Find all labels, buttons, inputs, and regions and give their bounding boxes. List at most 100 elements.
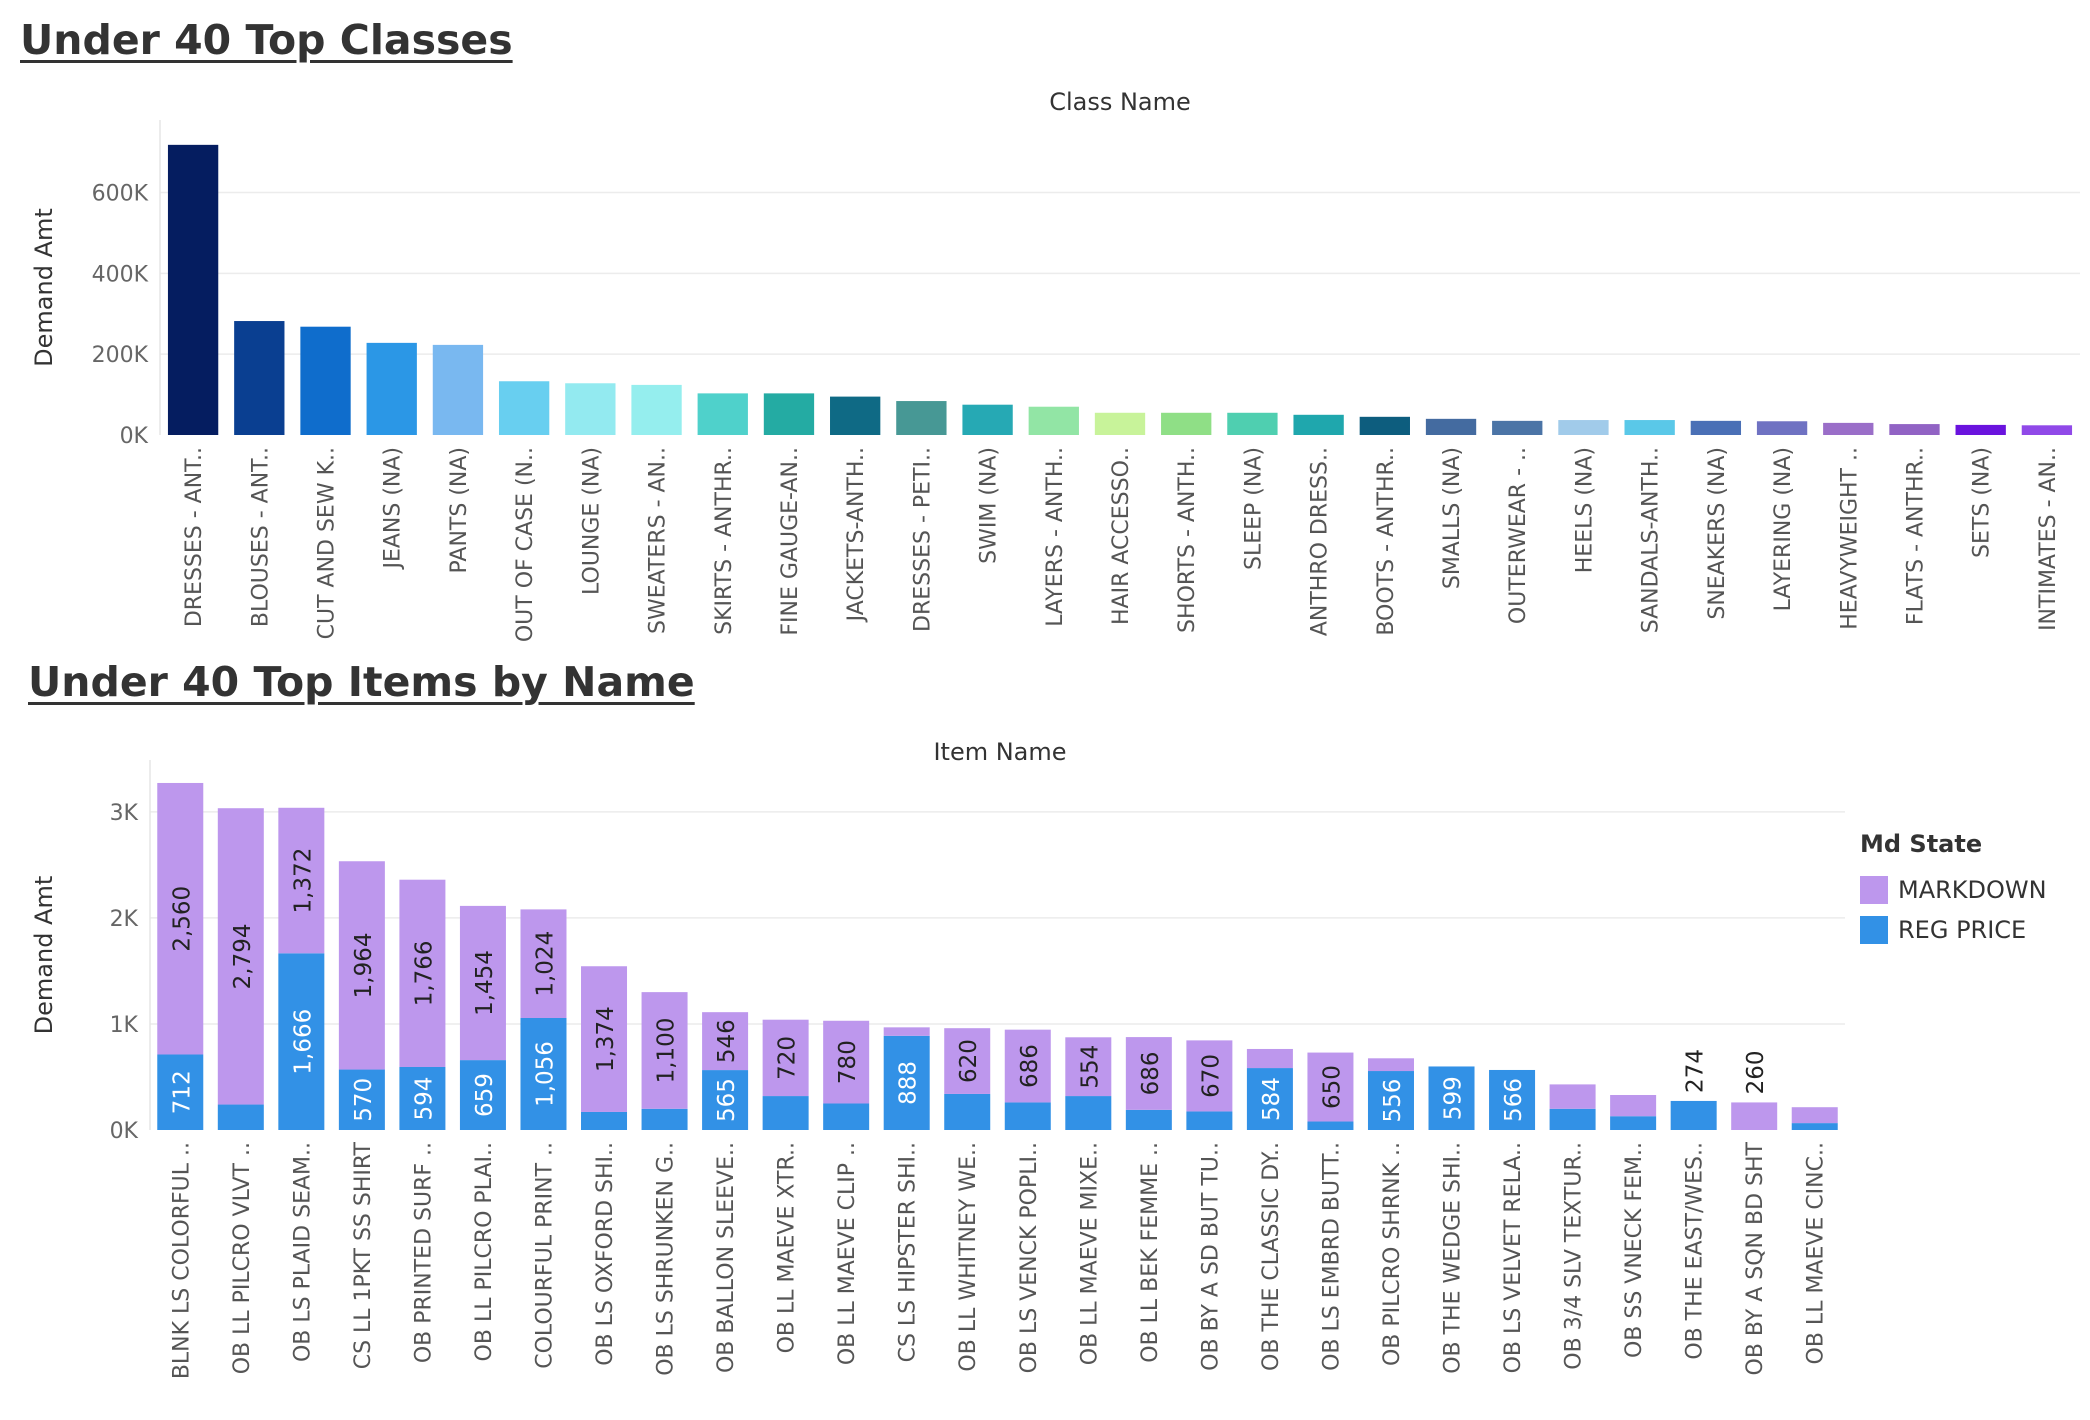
chart2-data-label-reg-price: 594 xyxy=(411,1077,437,1121)
chart2-x-tick-label: OB LL MAEVE CLIP .. xyxy=(835,1142,860,1365)
chart2-bar-markdown xyxy=(399,879,446,1067)
chart1-x-tick-label: SKIRTS - ANTHR.. xyxy=(712,447,737,635)
chart2-bar-markdown xyxy=(1610,1095,1657,1117)
legend-title: Md State xyxy=(1860,830,1983,858)
chart1-bar xyxy=(1690,420,1742,435)
legend-item-markdown[interactable]: MARKDOWN xyxy=(1860,870,2047,910)
chart2-data-label-reg-price: 712 xyxy=(169,1070,195,1114)
chart2-data-label-reg-price: 565 xyxy=(714,1078,740,1122)
chart1-y-tick-label: 200K xyxy=(92,343,149,368)
chart2-data-label-total: 260 xyxy=(1743,1051,1769,1095)
chart2-data-label-markdown: 686 xyxy=(1138,1052,1164,1096)
chart2-bar-reg-price xyxy=(1610,1116,1657,1130)
chart1-bar xyxy=(1624,420,1675,435)
item-demand-chart: Item Name Demand Amt 0K 1K 2K 3K 712 2,560 BLNK … xyxy=(30,738,1845,1379)
chart2-bar-markdown xyxy=(944,1028,991,1094)
chart2-data-label-reg-price: 888 xyxy=(896,1061,922,1105)
chart2-data-label-markdown: 1,766 xyxy=(411,940,437,1006)
chart1-bar xyxy=(300,326,351,435)
chart2-x-tick-label: OB PILCRO SHRNK .. xyxy=(1380,1142,1405,1366)
chart2-x-tick-label: OB BY A SQN BD SHT xyxy=(1743,1141,1768,1375)
chart2-data-label-reg-price: 570 xyxy=(351,1078,377,1122)
chart1-x-tick-label: SNEAKERS (NA) xyxy=(1705,447,1730,620)
chart2-data-label-reg-price: 1,056 xyxy=(532,1041,558,1107)
chart2-x-tick-label: BLNK LS COLORFUL .. xyxy=(169,1142,194,1379)
chart1-x-tick-label: DRESSES - PETI.. xyxy=(910,447,935,632)
chart1-bar xyxy=(1227,412,1278,435)
chart2-bar-reg-price xyxy=(1428,1066,1475,1130)
chart1-bar xyxy=(631,384,682,435)
chart1-x-tick-label: OUT OF CASE (N.. xyxy=(513,447,538,642)
chart2-bar-reg-price xyxy=(823,1103,870,1130)
chart2-bar-reg-price xyxy=(1125,1109,1172,1130)
chart2-bar-markdown xyxy=(1549,1084,1596,1109)
chart1-x-tick-label: SHORTS - ANTH.. xyxy=(1175,447,1200,633)
chart1-bar xyxy=(2021,425,2073,435)
legend-item-reg-price[interactable]: REG PRICE xyxy=(1860,910,2047,950)
chart2-y-axis-title: Demand Amt xyxy=(30,876,58,1035)
chart2-data-label-reg-price: 556 xyxy=(1380,1079,1406,1123)
chart1-x-tick-label: FINE GAUGE-AN.. xyxy=(778,447,803,636)
chart2-x-tick-label: OB THE EAST/WES.. xyxy=(1683,1142,1708,1360)
chart1-bar xyxy=(697,393,748,435)
chart2-bar-markdown xyxy=(1065,1037,1112,1097)
chart2-bar-reg-price xyxy=(1367,1071,1414,1130)
chart1-bar xyxy=(1756,421,1808,435)
chart1-x-tick-label: HAIR ACCESSO.. xyxy=(1109,447,1134,625)
chart2-x-tick-label: OB LL MAEVE XTR.. xyxy=(775,1142,800,1353)
legend-label-reg-price: REG PRICE xyxy=(1898,916,2027,944)
chart1-x-tick-label: SWEATERS - AN.. xyxy=(646,447,671,634)
legend-label-markdown: MARKDOWN xyxy=(1898,876,2047,904)
chart1-x-tick-label: HEELS (NA) xyxy=(1572,447,1597,573)
chart2-x-tick-label: OB LL PILCRO VLVT .. xyxy=(230,1142,255,1374)
chart2-bar-reg-price xyxy=(1791,1123,1838,1130)
chart2-bar-markdown xyxy=(278,807,325,954)
chart2-data-label-markdown: 780 xyxy=(835,1040,861,1084)
chart1-x-tick-label: HEAVYWEIGHT .. xyxy=(1837,447,1862,630)
chart2-bar-markdown xyxy=(1367,1058,1414,1072)
chart2-x-tick-label: OB BY A SD BUT TU.. xyxy=(1198,1142,1223,1371)
chart2-bar-reg-price xyxy=(762,1096,809,1130)
chart1-bar xyxy=(962,404,1013,435)
chart2-bar-markdown xyxy=(520,909,567,1018)
chart1-bar xyxy=(498,381,550,435)
chart2-bar-markdown xyxy=(1731,1102,1778,1130)
chart2-x-tick-label: CS LS HIPSTER SHI.. xyxy=(896,1142,921,1362)
chart2-y-tick-label: 3K xyxy=(110,801,139,826)
chart2-x-tick-label: OB LS PLAID SEAM.. xyxy=(290,1142,315,1362)
chart2-x-tick-label: OB SS VNECK FEM.. xyxy=(1622,1142,1647,1358)
chart2-x-tick-label: OB PRINTED SURF .. xyxy=(411,1142,436,1363)
chart1-bar xyxy=(234,321,285,435)
chart2-bar-reg-price xyxy=(1489,1069,1536,1130)
chart1-x-tick-label: ANTHRO DRESS.. xyxy=(1308,447,1333,636)
chart2-bar-markdown xyxy=(157,782,204,1055)
chart1-bar xyxy=(432,344,484,435)
chart1-bar xyxy=(1955,424,2006,435)
chart2-x-tick-label: OB LL WHITNEY WE.. xyxy=(956,1142,981,1372)
chart1-x-tick-label: LOUNGE (NA) xyxy=(579,447,604,595)
chart2-x-tick-label: OB LL BEK FEMME .. xyxy=(1138,1142,1163,1363)
chart1-bar xyxy=(1425,418,1477,435)
chart2-bar-markdown xyxy=(1186,1040,1233,1112)
chart1-x-tick-label: JACKETS-ANTH.. xyxy=(844,447,869,623)
chart1-y-tick-label: 600K xyxy=(92,182,149,207)
chart1-bar xyxy=(1359,416,1410,435)
chart1-x-tick-label: INTIMATES - AN.. xyxy=(2036,447,2061,631)
chart2-data-label-markdown: 620 xyxy=(956,1039,982,1083)
class-demand-chart: Class Name Demand Amt 0K 200K 400K 600K DRESSE… xyxy=(30,88,2080,642)
chart2-bar-reg-price xyxy=(702,1070,749,1130)
chart2-data-label-reg-price: 566 xyxy=(1501,1078,1527,1122)
chart1-x-tick-label: SLEEP (NA) xyxy=(1241,447,1266,570)
chart2-data-label-markdown: 2,794 xyxy=(230,923,256,989)
chart2-y-tick-label: 2K xyxy=(110,907,139,932)
chart2-x-tick-label: OB LL MAEVE CINC.. xyxy=(1804,1142,1829,1364)
chart2-bar-reg-price xyxy=(1549,1108,1596,1130)
chart2-bar-reg-price xyxy=(520,1018,567,1130)
chart1-x-axis-title: Class Name xyxy=(1049,88,1191,116)
chart1-bar xyxy=(565,383,616,435)
chart1-bar xyxy=(896,401,947,435)
chart2-bar-markdown xyxy=(702,1012,749,1071)
chart2-bar-markdown xyxy=(641,992,688,1109)
chart2-bar-reg-price xyxy=(1065,1096,1112,1130)
chart1-x-tick-label: BLOUSES - ANT.. xyxy=(248,447,273,627)
